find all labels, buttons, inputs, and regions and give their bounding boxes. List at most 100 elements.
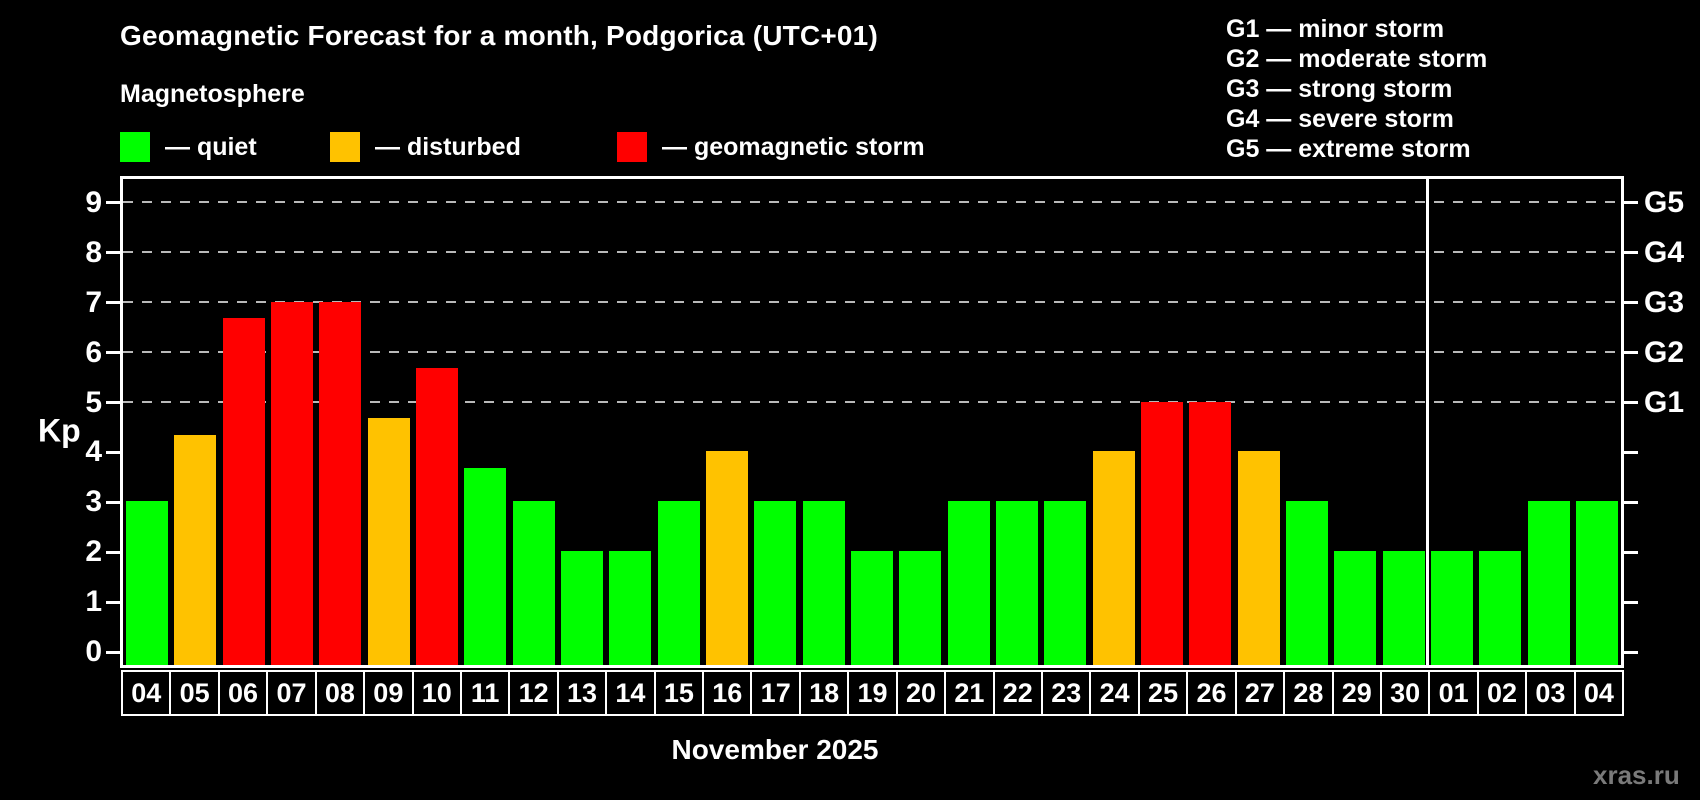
disturbed-color-swatch <box>330 132 360 162</box>
storm-color-swatch <box>617 132 647 162</box>
kp-bar-day-22 <box>995 501 1038 665</box>
kp-bar-day-24 <box>1092 451 1135 665</box>
day-label-28: 28 <box>1283 670 1334 716</box>
day-label-01: 01 <box>1428 670 1479 716</box>
g-label-G1: G1 <box>1644 385 1685 419</box>
right-tick-5 <box>1624 401 1638 404</box>
kp-bar-day-29 <box>1334 551 1377 665</box>
y-tick-label-5: 5 <box>85 385 102 419</box>
g-scale-legend: G1 — minor storm G2 — moderate storm G3 — … <box>1226 14 1487 164</box>
bar-slot-01 <box>1428 179 1476 665</box>
day-label-18: 18 <box>798 670 850 716</box>
bar-slot-16 <box>703 179 751 665</box>
g-label-G2: G2 <box>1644 335 1685 369</box>
kp-bar-day-03 <box>1527 501 1570 665</box>
kp-bar-day-18 <box>802 501 845 665</box>
kp-bar-day-07 <box>271 301 314 665</box>
bar-slot-03 <box>1524 179 1572 665</box>
g-legend-line: G1 — minor storm <box>1226 15 1445 43</box>
legend-item-disturbed: — disturbed <box>330 131 521 163</box>
kp-bar-day-20 <box>899 551 942 665</box>
watermark: xras.ru <box>1593 760 1680 790</box>
g-legend-line: G2 — moderate storm <box>1226 45 1488 73</box>
right-tick-4 <box>1624 450 1638 454</box>
g-label-G3: G3 <box>1644 285 1685 319</box>
bar-slot-13 <box>558 179 606 665</box>
g-label-G4: G4 <box>1644 235 1685 269</box>
y-tick-9 <box>106 201 120 205</box>
legend-item-storm: — geomagnetic storm <box>617 131 925 163</box>
y-tick-2 <box>106 550 120 554</box>
plot-area <box>120 176 1624 668</box>
day-label-17: 17 <box>750 670 801 716</box>
g-label-G5: G5 <box>1644 185 1685 219</box>
bar-slot-04 <box>1573 179 1621 665</box>
bar-slot-23 <box>1041 179 1089 665</box>
kp-bar-day-10 <box>416 368 459 665</box>
month-label: November 2025 <box>671 734 879 765</box>
kp-bar-day-26 <box>1189 401 1232 665</box>
right-tick-8 <box>1624 251 1638 255</box>
y-axis-title: Kp <box>38 412 81 449</box>
bar-slot-04 <box>123 179 171 665</box>
day-label-22: 22 <box>992 670 1044 716</box>
kp-bar-day-11 <box>464 467 507 665</box>
g-legend-line: G4 — severe storm <box>1226 105 1454 133</box>
kp-bar-day-19 <box>850 551 893 665</box>
day-label-30: 30 <box>1379 670 1431 716</box>
day-label-08: 08 <box>314 670 366 716</box>
bar-slot-19 <box>848 179 896 665</box>
right-tick-0 <box>1624 650 1638 654</box>
gridline-kp5 <box>123 400 1621 403</box>
y-tick-0 <box>106 650 120 654</box>
y-tick-8 <box>106 251 120 255</box>
day-label-04: 04 <box>121 670 172 716</box>
kp-bar-day-17 <box>754 501 797 665</box>
month-separator-line <box>1426 179 1430 665</box>
kp-bar-day-02 <box>1479 551 1522 665</box>
day-label-26: 26 <box>1186 670 1237 716</box>
bar-slot-08 <box>316 179 364 665</box>
g-legend-line: G5 — extreme storm <box>1226 135 1471 163</box>
bar-slot-17 <box>751 179 799 665</box>
kp-bar-day-08 <box>319 301 362 665</box>
kp-bar-day-16 <box>706 451 749 665</box>
right-tick-7 <box>1624 301 1638 305</box>
day-label-12: 12 <box>508 670 559 716</box>
y-tick-label-1: 1 <box>85 585 102 619</box>
kp-bar-day-14 <box>609 551 652 665</box>
right-tick-1 <box>1624 600 1638 604</box>
bar-slot-02 <box>1476 179 1524 665</box>
kp-bar-day-25 <box>1140 401 1183 665</box>
day-label-03: 03 <box>1525 670 1576 716</box>
bar-slot-26 <box>1186 179 1234 665</box>
kp-bar-day-13 <box>561 551 604 665</box>
y-tick-7 <box>106 301 120 305</box>
y-tick-label-8: 8 <box>85 235 102 269</box>
bar-slot-14 <box>606 179 654 665</box>
kp-bar-day-12 <box>512 501 555 665</box>
day-label-15: 15 <box>653 670 705 716</box>
bar-slot-27 <box>1234 179 1282 665</box>
bar-slot-29 <box>1331 179 1379 665</box>
magnetosphere-label: Magnetosphere <box>120 80 305 108</box>
kp-bar-day-05 <box>174 434 217 665</box>
bar-slot-25 <box>1138 179 1186 665</box>
legend-label-disturbed: — disturbed <box>375 132 521 161</box>
legend-label-storm: — geomagnetic storm <box>662 132 925 161</box>
chart-title: Geomagnetic Forecast for a month, Podgor… <box>120 20 878 51</box>
bar-slot-20 <box>896 179 944 665</box>
bar-slot-10 <box>413 179 461 665</box>
g-legend-line: G3 — strong storm <box>1226 75 1453 103</box>
y-tick-label-4: 4 <box>85 435 102 469</box>
bar-slot-18 <box>800 179 848 665</box>
x-axis-day-row: 04 05 06 07 08 09 10 11 12 13 14 15 16 17 18 19 20 21 22 23… <box>121 670 1625 716</box>
day-label-25: 25 <box>1137 670 1189 716</box>
right-tick-6 <box>1624 351 1638 355</box>
legend-label-quiet: — quiet <box>165 132 257 161</box>
day-label-13: 13 <box>556 670 608 716</box>
gridline-kp9 <box>123 200 1621 203</box>
bar-slot-05 <box>171 179 219 665</box>
kp-bar-day-28 <box>1285 501 1328 665</box>
